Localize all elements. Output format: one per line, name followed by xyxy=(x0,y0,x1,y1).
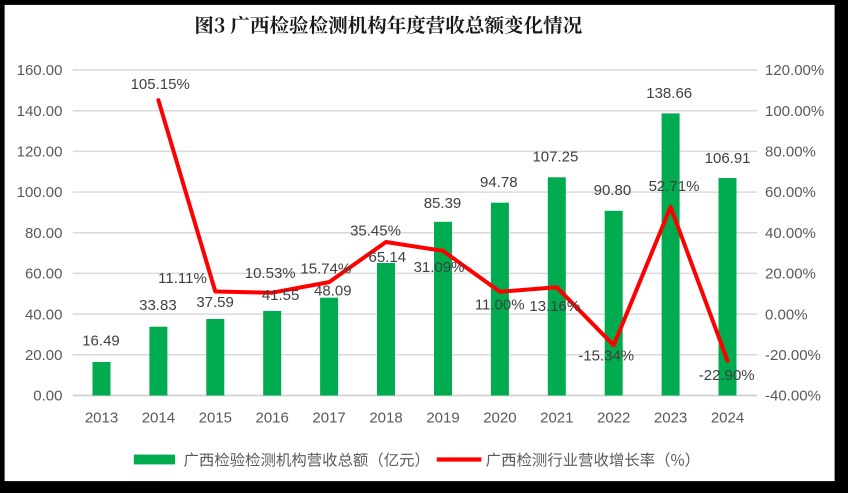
svg-text:60.00: 60.00 xyxy=(25,266,63,283)
svg-text:20.00: 20.00 xyxy=(25,347,63,364)
svg-text:10.53%: 10.53% xyxy=(245,265,296,282)
svg-text:15.74%: 15.74% xyxy=(300,261,351,278)
svg-text:85.39: 85.39 xyxy=(424,195,462,212)
svg-text:41.55: 41.55 xyxy=(262,287,300,304)
svg-text:100.00: 100.00 xyxy=(17,184,63,201)
svg-text:2019: 2019 xyxy=(426,409,459,426)
svg-text:13.16%: 13.16% xyxy=(529,298,580,315)
svg-text:-15.34%: -15.34% xyxy=(578,348,634,365)
svg-text:0.00%: 0.00% xyxy=(765,306,808,323)
svg-text:80.00: 80.00 xyxy=(25,225,63,242)
svg-text:31.09%: 31.09% xyxy=(414,259,465,276)
svg-text:2017: 2017 xyxy=(312,409,345,426)
svg-text:2022: 2022 xyxy=(597,409,630,426)
svg-text:80.00%: 80.00% xyxy=(765,144,816,161)
svg-text:-20.00%: -20.00% xyxy=(765,347,821,364)
svg-text:107.25: 107.25 xyxy=(532,149,578,166)
svg-text:33.83: 33.83 xyxy=(139,297,177,314)
svg-text:11.00%: 11.00% xyxy=(475,296,525,313)
svg-text:65.14: 65.14 xyxy=(369,249,407,266)
svg-text:40.00%: 40.00% xyxy=(765,225,816,242)
svg-text:100.00%: 100.00% xyxy=(765,103,824,120)
svg-text:2021: 2021 xyxy=(540,409,573,426)
svg-text:-22.90%: -22.90% xyxy=(699,367,755,384)
svg-text:35.45%: 35.45% xyxy=(350,223,401,240)
svg-text:2014: 2014 xyxy=(142,409,175,426)
svg-text:52.71%: 52.71% xyxy=(649,178,700,195)
svg-text:2016: 2016 xyxy=(256,409,289,426)
svg-text:40.00: 40.00 xyxy=(25,306,63,323)
svg-text:140.00: 140.00 xyxy=(17,103,63,120)
svg-text:16.49: 16.49 xyxy=(82,333,120,350)
svg-text:94.78: 94.78 xyxy=(480,174,518,191)
svg-text:0.00: 0.00 xyxy=(33,388,62,405)
svg-text:48.09: 48.09 xyxy=(314,282,352,299)
svg-text:2015: 2015 xyxy=(199,409,232,426)
svg-text:-40.00%: -40.00% xyxy=(765,388,821,405)
svg-text:2023: 2023 xyxy=(654,409,687,426)
svg-text:20.00%: 20.00% xyxy=(765,266,816,283)
svg-text:2024: 2024 xyxy=(711,409,744,426)
svg-text:120.00: 120.00 xyxy=(17,144,63,161)
svg-text:105.15%: 105.15% xyxy=(131,76,190,93)
svg-text:138.66: 138.66 xyxy=(646,85,692,102)
svg-text:60.00%: 60.00% xyxy=(765,184,816,201)
svg-text:90.80: 90.80 xyxy=(594,182,632,199)
svg-text:160.00: 160.00 xyxy=(17,62,63,79)
svg-text:106.91: 106.91 xyxy=(705,150,751,167)
svg-text:2018: 2018 xyxy=(369,409,402,426)
svg-text:11.11%: 11.11% xyxy=(158,270,207,287)
svg-text:120.00%: 120.00% xyxy=(765,62,824,79)
svg-text:37.59: 37.59 xyxy=(196,294,234,311)
svg-text:2020: 2020 xyxy=(483,409,516,426)
svg-text:2013: 2013 xyxy=(85,409,118,426)
